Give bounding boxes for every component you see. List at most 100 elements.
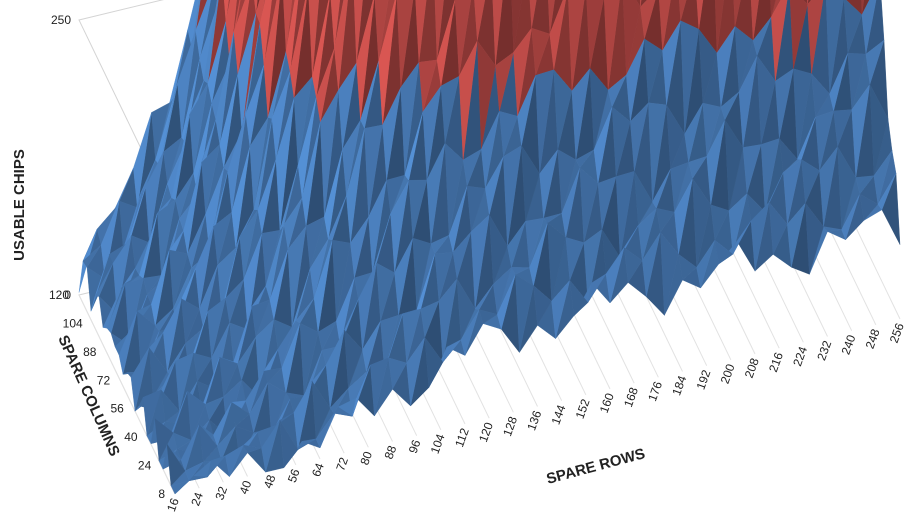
surface-facet — [263, 367, 283, 383]
surface-facet — [442, 339, 462, 363]
surface-facet — [148, 347, 168, 398]
surface-facet — [548, 0, 555, 35]
surface-facet — [865, 39, 885, 85]
surface-facet — [847, 52, 867, 110]
surface-facet — [180, 424, 200, 472]
surface-facet — [521, 144, 540, 222]
surface-facet — [257, 425, 277, 449]
x-tick-label: 232 — [814, 338, 834, 362]
surface-facet — [223, 0, 229, 22]
surface-facet — [378, 0, 397, 125]
x-tick-label: 160 — [597, 391, 617, 415]
surface-facet — [607, 74, 627, 108]
surface-facet — [317, 320, 337, 351]
surface-facet — [779, 137, 798, 173]
surface-facet — [448, 186, 468, 253]
surface-facet — [207, 455, 227, 478]
surface-facet — [811, 73, 830, 118]
surface-facet — [376, 262, 395, 322]
surface-facet — [499, 111, 518, 157]
surface-facet — [768, 201, 788, 256]
surface-facet — [315, 413, 335, 449]
surface-facet — [412, 237, 432, 310]
surface-facet — [308, 0, 319, 77]
surface-facet — [94, 263, 114, 297]
y-tick-label: 40 — [124, 430, 138, 444]
surface-facet — [611, 106, 631, 177]
surface-facet — [738, 55, 758, 148]
surface-facet — [329, 388, 349, 414]
surface-facet — [692, 177, 712, 268]
x-tick-label: 144 — [548, 403, 568, 427]
surface-facet — [714, 239, 734, 265]
surface-facet — [199, 423, 218, 463]
surface-facet — [115, 168, 134, 209]
surface-facet — [837, 146, 857, 230]
surface-facet — [112, 235, 132, 315]
surface-facet — [253, 118, 273, 211]
surface-facet — [495, 51, 514, 112]
surface-facet — [696, 0, 704, 30]
surface-facet — [279, 165, 299, 231]
surface-facet — [225, 444, 244, 478]
x-tick-label: 80 — [357, 449, 375, 467]
surface-facet — [783, 159, 802, 225]
surface-facet — [605, 247, 625, 304]
surface-facet — [402, 308, 422, 364]
surface-facet — [358, 262, 377, 350]
surface-facet — [716, 26, 736, 108]
surface-facet — [587, 273, 607, 303]
x-tick-label: 64 — [309, 461, 327, 479]
surface-facet — [312, 0, 330, 98]
surface-facet — [151, 249, 170, 326]
x-tick-label: 40 — [237, 478, 255, 496]
surface-facet — [513, 27, 532, 117]
surface-facet — [344, 329, 363, 389]
x-tick-label: 168 — [621, 385, 641, 409]
surface-facet — [400, 62, 420, 176]
surface-facet — [233, 0, 250, 74]
surface-facet — [382, 87, 401, 181]
surface-facet — [583, 228, 603, 303]
surface-facet — [106, 283, 126, 334]
surface-facet — [201, 143, 221, 215]
surface-facet — [529, 0, 537, 29]
surface-facet — [237, 336, 256, 381]
surface-facet — [233, 306, 252, 364]
surface-facet — [251, 299, 271, 337]
surface-facet — [525, 217, 544, 268]
z-axis-title: USABLE CHIPS — [11, 149, 28, 261]
surface-facet — [82, 244, 102, 268]
surface-facet — [380, 314, 399, 371]
surface-facet — [652, 168, 671, 209]
surface-facet — [638, 207, 657, 261]
surface-facet — [752, 16, 772, 57]
surface-facet — [424, 336, 444, 389]
surface-facet — [231, 146, 251, 248]
surface-facet — [213, 402, 232, 447]
surface-facet — [873, 150, 893, 205]
surface-facet — [269, 249, 289, 320]
x-tick-label: 56 — [285, 467, 303, 485]
surface-facet — [855, 175, 875, 195]
surface-facet — [172, 432, 192, 450]
x-tick-label: 88 — [382, 443, 400, 461]
surface-facet — [313, 240, 333, 333]
surface-facet — [297, 97, 317, 198]
surface-facet — [420, 300, 440, 339]
surface-facet — [593, 106, 613, 184]
surface-facet — [474, 0, 486, 41]
surface-facet — [642, 232, 661, 297]
surface-facet — [217, 247, 237, 312]
surface-facet — [283, 197, 303, 250]
surface-facet — [634, 171, 653, 227]
surface-facet — [493, 266, 512, 315]
surface-facet — [418, 59, 438, 112]
surface-facet — [531, 27, 551, 76]
surface-facet — [714, 0, 724, 54]
surface-facet — [805, 202, 824, 275]
surface-facet — [438, 278, 458, 363]
surface-facet — [249, 382, 268, 433]
surface-facet — [160, 389, 180, 423]
